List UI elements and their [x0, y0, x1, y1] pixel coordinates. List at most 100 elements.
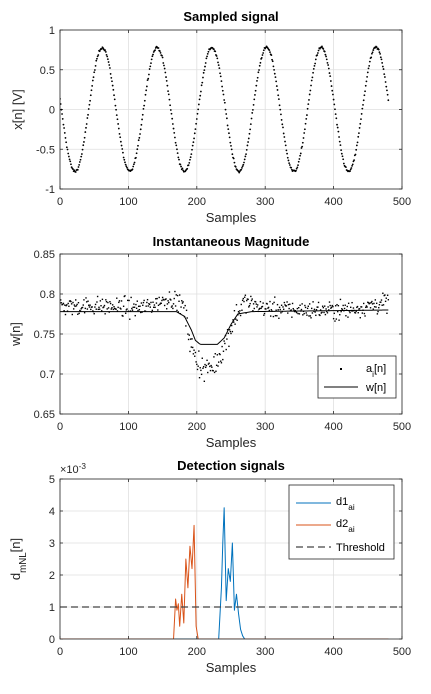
magnitude-point: [187, 317, 188, 318]
magnitude-point: [361, 306, 362, 307]
magnitude-point: [184, 305, 185, 306]
magnitude-point: [348, 303, 349, 304]
magnitude-point: [383, 304, 384, 305]
signal-point: [123, 157, 125, 159]
signal-point: [328, 68, 330, 70]
signal-point: [288, 162, 290, 164]
y-tick-label: 5: [49, 474, 55, 486]
magnitude-point: [181, 300, 182, 301]
magnitude-point: [317, 306, 318, 307]
magnitude-point: [236, 304, 237, 305]
magnitude-point: [76, 304, 77, 305]
signal-point: [299, 158, 301, 160]
signal-point: [87, 114, 89, 116]
magnitude-point: [303, 313, 304, 314]
signal-point: [115, 105, 117, 107]
signal-point: [233, 158, 235, 160]
signal-point: [244, 159, 246, 161]
magnitude-point: [88, 305, 89, 306]
legend: d1aid2aiThreshold: [289, 485, 394, 559]
signal-point: [222, 90, 224, 92]
magnitude-point: [131, 308, 132, 309]
signal-point: [277, 94, 279, 96]
magnitude-point: [236, 320, 237, 321]
magnitude-point: [175, 305, 176, 306]
magnitude-point: [89, 304, 90, 305]
magnitude-point: [299, 305, 300, 306]
magnitude-point: [234, 310, 235, 311]
signal-point: [82, 144, 84, 146]
signal-point: [259, 65, 261, 67]
magnitude-point: [216, 365, 217, 366]
signal-point: [314, 65, 316, 67]
signal-point: [96, 58, 98, 60]
signal-point: [114, 98, 116, 100]
magnitude-point: [245, 295, 246, 296]
signal-point: [326, 58, 328, 60]
magnitude-point: [355, 312, 356, 313]
magnitude-point: [75, 299, 76, 300]
magnitude-point: [242, 300, 243, 301]
signal-point: [69, 159, 71, 161]
magnitude-point: [89, 306, 90, 307]
signal-point: [363, 94, 365, 96]
signal-point: [231, 153, 233, 155]
magnitude-point: [319, 315, 320, 316]
signal-point: [81, 153, 83, 155]
magnitude-point: [74, 304, 75, 305]
magnitude-point: [259, 308, 260, 309]
magnitude-point: [381, 299, 382, 300]
magnitude-point: [301, 303, 302, 304]
signal-point: [372, 51, 374, 53]
signal-point: [282, 127, 284, 129]
signal-point: [166, 85, 168, 87]
x-tick-label: 500: [393, 646, 411, 658]
signal-point: [68, 156, 70, 158]
signal-point: [221, 80, 223, 82]
magnitude-point: [87, 301, 88, 302]
y-tick-label: 0.8: [40, 289, 55, 301]
signal-point: [327, 62, 329, 64]
signal-point: [219, 72, 221, 74]
magnitude-point: [288, 308, 289, 309]
signal-point: [325, 56, 327, 58]
magnitude-point: [201, 374, 202, 375]
signal-point: [378, 49, 380, 51]
signal-point: [273, 65, 275, 67]
signal-point: [201, 82, 203, 84]
magnitude-point: [200, 370, 201, 371]
magnitude-point: [297, 308, 298, 309]
magnitude-point: [353, 307, 354, 308]
signal-point: [262, 52, 264, 54]
magnitude-point: [384, 294, 385, 295]
magnitude-point: [174, 298, 175, 299]
magnitude-point: [323, 312, 324, 313]
magnitude-point: [98, 309, 99, 310]
legend: ai[n]w[n]: [318, 356, 396, 398]
magnitude-point: [312, 312, 313, 313]
signal-point: [60, 109, 62, 111]
signal-point: [137, 145, 139, 147]
signal-point: [113, 94, 115, 96]
signal-point: [75, 171, 77, 173]
magnitude-point: [111, 308, 112, 309]
signal-point: [281, 123, 283, 125]
x-tick-label: 200: [188, 646, 206, 658]
magnitude-point: [109, 301, 110, 302]
magnitude-point: [103, 306, 104, 307]
signal-point: [385, 86, 387, 88]
signal-point: [376, 46, 378, 48]
signal-point: [123, 159, 125, 161]
magnitude-point: [251, 300, 252, 301]
y-tick-label: 0.65: [34, 409, 55, 421]
magnitude-point: [321, 312, 322, 313]
magnitude-point: [202, 368, 203, 369]
signal-point: [343, 163, 345, 165]
magnitude-point: [78, 302, 79, 303]
signal-point: [316, 54, 318, 56]
signal-point: [262, 54, 264, 56]
signal-point: [138, 139, 140, 141]
signal-point: [244, 156, 246, 158]
signal-point: [223, 99, 225, 101]
